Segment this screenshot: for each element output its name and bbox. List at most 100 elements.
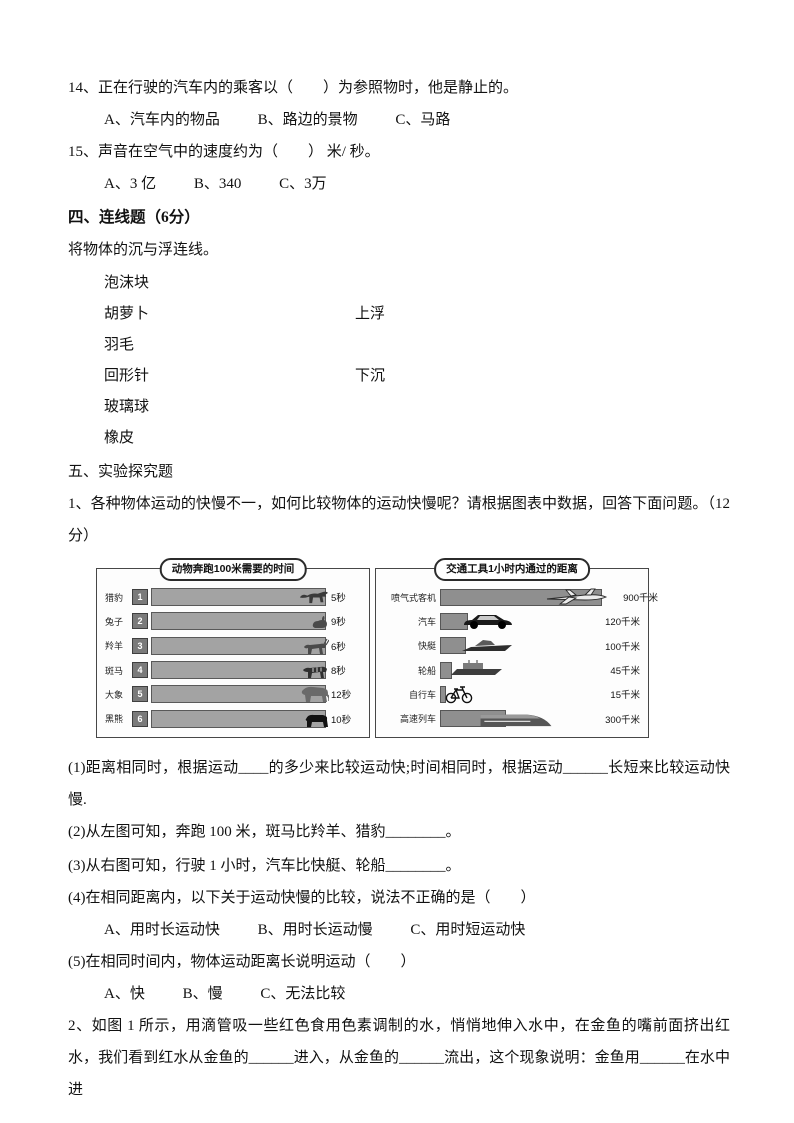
- matching-exercise: 泡沫块 胡萝卜 上浮 羽毛 回形针 下沉 玻璃球 橡皮: [68, 266, 730, 452]
- match-row: 橡皮: [68, 421, 730, 452]
- match-row: 羽毛: [68, 328, 730, 359]
- time-value: 5秒: [331, 593, 346, 605]
- q15-option-b: B、340: [193, 176, 242, 192]
- distance-value: 15千米: [610, 690, 640, 702]
- bar-antelope: [151, 636, 330, 656]
- chart-row: 汽车 120千米: [384, 609, 640, 633]
- vehicle-label-car: 汽车: [417, 616, 436, 627]
- time-value: 8秒: [331, 666, 346, 678]
- q14-option-b: B、路边的景物: [257, 112, 358, 128]
- match-row: 玻璃球: [68, 390, 730, 421]
- bar-speedboat: [440, 637, 466, 655]
- bear-icon: [303, 711, 329, 729]
- sub-question-5: (5)在相同时间内，物体运动距离长说明运动（ ）: [68, 954, 416, 970]
- section4-intro: 将物体的沉与浮连线。: [68, 242, 219, 258]
- distance-value: 45千米: [610, 666, 640, 678]
- bar-bear: [151, 709, 329, 729]
- question-1: 1、各种物体运动的快慢不一，如何比较物体的运动快慢呢？请根据图表中数据，回答下面…: [68, 496, 730, 544]
- match-item-paperclip: 回形针: [104, 368, 150, 384]
- chart-row: 斑马 4 8秒: [105, 658, 361, 682]
- bar-zebra: [151, 661, 329, 680]
- car-icon: [462, 611, 514, 631]
- sub4-option-c: C、用时短运动快: [410, 922, 526, 938]
- sub5-option-a: A、快: [104, 986, 145, 1002]
- animal-label-bear: 黑熊: [105, 714, 124, 725]
- vehicle-label-train: 高速列车: [399, 714, 436, 725]
- match-item-foam: 泡沫块: [104, 275, 150, 291]
- match-row: 泡沫块: [68, 266, 730, 297]
- animal-label-zebra: 斑马: [105, 665, 124, 676]
- sub-question-3: (3)从右图可知，行驶 1 小时，汽车比快艇、轮船________。: [68, 858, 461, 874]
- row-number-badge: 2: [132, 613, 148, 630]
- match-row: 胡萝卜 上浮: [68, 297, 730, 328]
- figure-vehicle-chart: 交通工具1小时内通过的距离 喷气式客机 900千米 汽车: [375, 558, 658, 738]
- barwrap: [440, 683, 592, 705]
- animal-label-cheetah: 猎豹: [105, 592, 124, 603]
- chart-row: 快艇 100千米: [384, 634, 640, 658]
- question-2: 2、如图 1 所示，用滴管吸一些红色食用色素调制的水，悄悄地伸入水中，在金鱼的嘴…: [68, 1018, 730, 1098]
- distance-value: 300千米: [605, 714, 640, 726]
- animal-label-antelope: 羚羊: [105, 641, 124, 652]
- match-target-float: 上浮: [355, 306, 386, 322]
- vehicle-label-ship: 轮船: [417, 665, 436, 676]
- q14-option-a: A、汽车内的物品: [104, 112, 220, 128]
- vehicle-label-speedboat: 快艇: [417, 641, 436, 652]
- time-value: 9秒: [331, 617, 346, 629]
- animal-chart-title: 动物奔跑100米需要的时间: [159, 558, 307, 581]
- match-target-sink: 下沉: [355, 368, 386, 384]
- sub-question-4: (4)在相同距离内，以下关于运动快慢的比较，说法不正确的是（ ）: [68, 890, 536, 906]
- vehicle-chart-title: 交通工具1小时内通过的距离: [434, 558, 590, 581]
- chart-row: 羚羊 3 6秒: [105, 634, 361, 658]
- antelope-icon: [302, 638, 330, 656]
- zebra-icon: [301, 662, 329, 680]
- sub5-option-b: B、慢: [182, 986, 223, 1002]
- chart-row: 自行车 15千米: [384, 682, 640, 706]
- chart-row: 喷气式客机 900千米: [384, 585, 658, 609]
- chart-row: 大象 5 12秒: [105, 682, 361, 706]
- train-icon: [478, 707, 554, 730]
- animal-label-elephant: 大象: [105, 689, 124, 700]
- figure-animal-chart: 动物奔跑100米需要的时间 猎豹 1 5秒 兔子 2: [96, 558, 370, 738]
- sub-question-2: (2)从左图可知，奔跑 100 米，斑马比羚羊、猎豹________。: [68, 824, 461, 840]
- row-number-badge: 6: [132, 710, 148, 727]
- jet-icon: [544, 587, 610, 607]
- time-value: 6秒: [331, 641, 346, 653]
- bar-bicycle: [440, 685, 446, 703]
- barwrap: [440, 636, 592, 656]
- cheetah-icon: [299, 588, 329, 607]
- bar-elephant: [151, 685, 331, 704]
- question-15-options: A、3 亿 B、340 C、3万: [68, 168, 730, 200]
- distance-value: 100千米: [605, 641, 640, 653]
- animal-label-rabbit: 兔子: [105, 616, 124, 627]
- sub-question-1: (1)距离相同时，根据运动____的多少来比较运动快;时间相同时，根据运动___…: [68, 760, 730, 808]
- q15-option-a: A、3 亿: [104, 176, 157, 192]
- rabbit-icon: [311, 615, 329, 631]
- bar-ship: [440, 661, 452, 679]
- chart-row: 轮船 45千米: [384, 658, 640, 682]
- row-number-badge: 5: [132, 686, 148, 703]
- match-item-eraser: 橡皮: [104, 430, 135, 446]
- distance-value: 120千米: [605, 617, 640, 629]
- sub-question-5-options: A、快 B、慢 C、无法比较: [68, 978, 730, 1010]
- section4-title: 四、连线题（6分）: [68, 209, 200, 226]
- bicycle-icon: [445, 683, 473, 705]
- bar-cheetah: [151, 588, 329, 607]
- bar-rabbit: [151, 612, 329, 631]
- sub-question-4-options: A、用时长运动快 B、用时长运动慢 C、用时短运动快: [68, 914, 730, 946]
- vehicle-label-jet: 喷气式客机: [390, 592, 436, 603]
- row-number-badge: 1: [132, 589, 148, 606]
- q15-option-c: C、3万: [279, 176, 327, 192]
- sub4-option-a: A、用时长运动快: [104, 922, 220, 938]
- barwrap: [440, 660, 592, 680]
- chart-row: 猎豹 1 5秒: [105, 585, 361, 609]
- match-item-feather: 羽毛: [104, 337, 135, 353]
- sub5-option-c: C、无法比较: [260, 986, 346, 1002]
- match-item-carrot: 胡萝卜: [104, 306, 150, 322]
- row-number-badge: 3: [132, 637, 148, 654]
- row-number-badge: 4: [132, 662, 148, 679]
- match-item-glassball: 玻璃球: [104, 399, 150, 415]
- sub4-option-b: B、用时长运动慢: [257, 922, 373, 938]
- speedboat-icon: [461, 636, 513, 656]
